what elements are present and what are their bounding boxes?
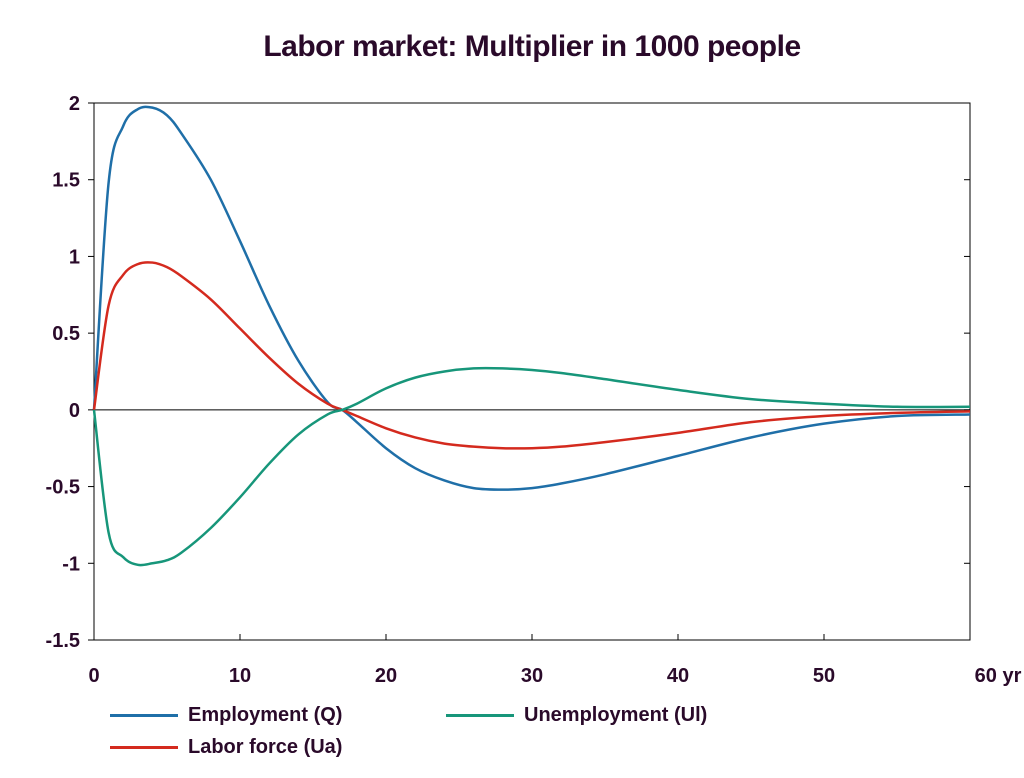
x-tick-label-4: 40 bbox=[667, 665, 689, 687]
chart-title: Labor market: Multiplier in 1000 people bbox=[263, 30, 801, 63]
y-tick-label-3: 0.5 bbox=[52, 323, 80, 345]
x-tick-label-2: 20 bbox=[375, 665, 397, 687]
axis-ticks bbox=[88, 102, 971, 641]
legend-swatch-employment bbox=[110, 714, 178, 717]
series-group bbox=[92, 105, 971, 567]
y-tick-label-5: -0.5 bbox=[46, 477, 80, 499]
x-tick-label-1: 10 bbox=[229, 665, 251, 687]
legend-label-unemployment: Unemployment (Ul) bbox=[524, 704, 708, 726]
legend-label-labor-force: Labor force (Ua) bbox=[188, 736, 343, 758]
series-line-employment-q bbox=[92, 105, 971, 491]
y-tick-label-6: -1 bbox=[62, 553, 80, 575]
y-tick-label-0: 2 bbox=[69, 93, 80, 115]
plot-frame bbox=[93, 102, 971, 641]
legend-swatch-labor-force bbox=[110, 746, 178, 749]
series-line-labor-force-ua bbox=[92, 261, 971, 450]
x-tick-label-6: 60 yr bbox=[975, 665, 1022, 687]
legend-label-employment: Employment (Q) bbox=[188, 704, 343, 726]
y-tick-label-7: -1.5 bbox=[46, 630, 80, 652]
x-tick-label-3: 30 bbox=[521, 665, 543, 687]
legend-item-labor-force: Labor force (Ua) bbox=[110, 736, 342, 759]
tick-labels-group: 2 1.5 1 0.5 0 -0.5 -1 -1.5 0 10 20 30 40 50 60 yr bbox=[46, 93, 1022, 687]
legend-swatch-unemployment bbox=[446, 714, 514, 717]
x-tick-label-0: 0 bbox=[88, 665, 99, 687]
y-tick-label-4: 0 bbox=[69, 400, 80, 422]
legend-item-unemployment: Unemployment (Ul) bbox=[446, 704, 707, 727]
legend-item-employment: Employment (Q) bbox=[110, 704, 342, 727]
y-tick-label-2: 1 bbox=[69, 246, 80, 268]
y-tick-label-1: 1.5 bbox=[52, 170, 80, 192]
series-line-unemployment-ul bbox=[92, 366, 971, 567]
x-tick-label-5: 50 bbox=[813, 665, 835, 687]
